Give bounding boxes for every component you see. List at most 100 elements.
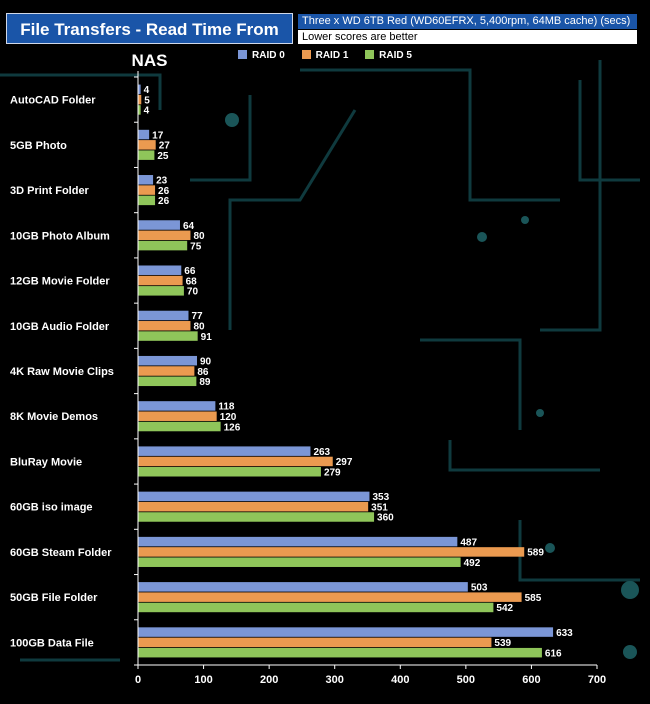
x-tick-label-6: 600 bbox=[522, 674, 540, 686]
bar-3-series-2 bbox=[138, 185, 156, 195]
value-label-2-series-3: 25 bbox=[157, 151, 169, 162]
bar-9-series-2 bbox=[138, 456, 333, 467]
legend-label-raid5: RAID 5 bbox=[379, 50, 412, 61]
bar-13-series-2 bbox=[138, 637, 492, 648]
category-label-6: 10GB Audio Folder bbox=[10, 321, 110, 333]
bar-13-series-1 bbox=[138, 627, 554, 637]
bar-6-series-1 bbox=[138, 310, 189, 321]
legend-label-raid1: RAID 1 bbox=[315, 50, 349, 61]
value-label-1-series-3: 4 bbox=[144, 106, 150, 117]
category-label-4: 10GB Photo Album bbox=[10, 230, 110, 242]
value-label-12-series-2: 585 bbox=[525, 593, 542, 604]
bar-5-series-1 bbox=[138, 265, 182, 275]
value-label-2-series-1: 17 bbox=[152, 130, 164, 141]
value-label-2-series-2: 27 bbox=[159, 141, 171, 152]
value-label-8-series-1: 118 bbox=[218, 402, 235, 413]
bar-13-series-3 bbox=[138, 647, 542, 658]
value-label-4-series-1: 64 bbox=[183, 221, 195, 232]
value-label-11-series-3: 492 bbox=[464, 558, 481, 569]
value-label-3-series-3: 26 bbox=[158, 196, 170, 207]
value-label-5-series-2: 68 bbox=[186, 276, 198, 287]
bar-3-series-3 bbox=[138, 195, 156, 206]
value-label-9-series-1: 263 bbox=[313, 447, 330, 458]
value-label-12-series-3: 542 bbox=[496, 603, 513, 614]
value-label-11-series-1: 487 bbox=[460, 537, 477, 548]
value-label-1-series-2: 5 bbox=[144, 95, 150, 106]
legend: RAID 0 RAID 1 RAID 5 bbox=[0, 50, 650, 61]
bar-1-series-3 bbox=[138, 105, 141, 115]
bar-12-series-3 bbox=[138, 602, 494, 613]
legend-item-raid1: RAID 1 bbox=[301, 50, 349, 61]
bar-10-series-1 bbox=[138, 491, 370, 502]
value-label-8-series-2: 120 bbox=[220, 412, 237, 423]
legend-label-raid0: RAID 0 bbox=[252, 50, 285, 61]
bar-11-series-2 bbox=[138, 547, 525, 557]
value-label-7-series-1: 90 bbox=[200, 356, 212, 367]
value-label-6-series-1: 77 bbox=[191, 311, 203, 322]
legend-swatch-raid5 bbox=[365, 50, 375, 59]
category-label-7: 4K Raw Movie Clips bbox=[10, 366, 114, 378]
legend-swatch-raid0 bbox=[238, 50, 248, 59]
bar-7-series-3 bbox=[138, 376, 197, 387]
bar-7-series-2 bbox=[138, 366, 195, 376]
value-label-10-series-3: 360 bbox=[377, 513, 394, 524]
bar-1-series-2 bbox=[138, 94, 142, 105]
x-tick-label-0: 0 bbox=[135, 674, 141, 686]
bar-8-series-3 bbox=[138, 421, 221, 432]
bar-7-series-1 bbox=[138, 355, 198, 366]
bar-12-series-2 bbox=[138, 592, 522, 602]
value-label-1-series-1: 4 bbox=[144, 85, 150, 96]
chart-title: File Transfers - Read Time From NAS bbox=[6, 13, 293, 70]
bar-5-series-3 bbox=[138, 286, 184, 296]
category-label-13: 100GB Data File bbox=[10, 637, 94, 649]
bars-layer: 4541727252326266480756668707780919086891… bbox=[138, 84, 573, 659]
bar-11-series-1 bbox=[138, 536, 458, 547]
x-tick-label-2: 200 bbox=[260, 674, 278, 686]
value-label-9-series-2: 297 bbox=[336, 457, 353, 468]
category-label-9: BluRay Movie bbox=[10, 456, 82, 468]
x-tick-label-4: 400 bbox=[391, 674, 409, 686]
bar-10-series-2 bbox=[138, 501, 369, 512]
legend-item-raid5: RAID 5 bbox=[365, 50, 412, 61]
bar-6-series-3 bbox=[138, 331, 198, 341]
bar-11-series-3 bbox=[138, 557, 461, 567]
bar-6-series-2 bbox=[138, 321, 191, 331]
x-tick-label-7: 700 bbox=[588, 674, 606, 686]
bar-10-series-3 bbox=[138, 512, 375, 522]
category-label-3: 3D Print Folder bbox=[10, 185, 90, 197]
value-label-13-series-3: 616 bbox=[545, 648, 562, 659]
value-label-6-series-3: 91 bbox=[201, 332, 213, 343]
bar-2-series-1 bbox=[138, 129, 150, 140]
category-label-5: 12GB Movie Folder bbox=[10, 276, 110, 288]
circuit-background bbox=[0, 60, 640, 662]
bar-4-series-2 bbox=[138, 230, 191, 241]
bar-8-series-1 bbox=[138, 401, 216, 411]
value-label-10-series-1: 353 bbox=[372, 492, 389, 503]
value-label-9-series-3: 279 bbox=[324, 468, 341, 479]
value-label-8-series-3: 126 bbox=[224, 422, 241, 433]
bar-4-series-1 bbox=[138, 220, 180, 230]
value-label-11-series-2: 589 bbox=[527, 548, 544, 559]
value-label-5-series-3: 70 bbox=[187, 287, 199, 298]
value-label-13-series-2: 539 bbox=[494, 638, 511, 649]
value-label-5-series-1: 66 bbox=[184, 266, 196, 277]
bar-12-series-1 bbox=[138, 582, 468, 592]
category-label-12: 50GB File Folder bbox=[10, 592, 98, 604]
legend-item-raid0: RAID 0 bbox=[238, 50, 285, 61]
value-label-12-series-1: 503 bbox=[471, 583, 488, 594]
value-label-4-series-2: 80 bbox=[193, 231, 205, 242]
value-label-4-series-3: 75 bbox=[190, 241, 202, 252]
value-label-7-series-3: 89 bbox=[199, 377, 211, 388]
category-label-2: 5GB Photo bbox=[10, 140, 67, 152]
value-label-10-series-2: 351 bbox=[371, 502, 388, 513]
value-label-3-series-2: 26 bbox=[158, 186, 170, 197]
chart-subtitle: Three x WD 6TB Red (WD60EFRX, 5,400rpm, … bbox=[298, 14, 637, 29]
bar-3-series-1 bbox=[138, 175, 154, 185]
value-label-3-series-1: 23 bbox=[156, 176, 168, 187]
x-axis: 0 100 200 300 400 500 600 700 bbox=[134, 71, 606, 686]
category-label-11: 60GB Steam Folder bbox=[10, 547, 112, 559]
value-label-13-series-1: 633 bbox=[556, 628, 573, 639]
category-labels: AutoCAD Folder 5GB Photo 3D Print Folder 10… bbox=[10, 95, 114, 650]
